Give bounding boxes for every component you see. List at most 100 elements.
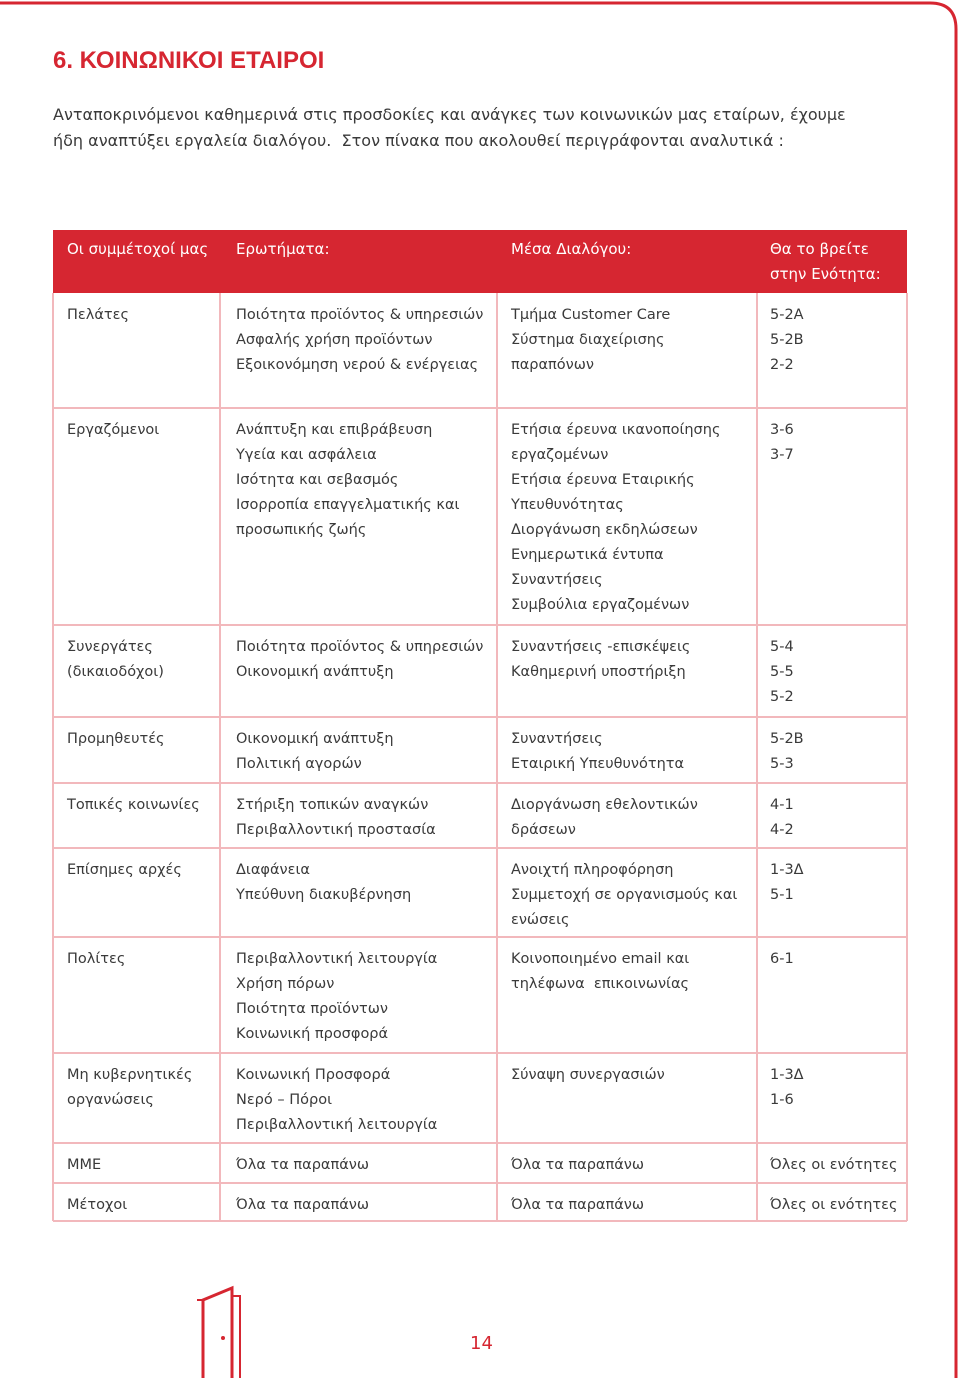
cell-text: Όλες οι ενότητες bbox=[770, 1157, 898, 1173]
cell-text: Νερό – Πόροι bbox=[236, 1092, 332, 1108]
cell-text: προσωπικής ζωής bbox=[236, 522, 367, 538]
row-line bbox=[53, 1142, 907, 1144]
cell-text: Καθημερινή υποστήριξη bbox=[511, 664, 686, 680]
row-line bbox=[53, 782, 907, 784]
cell-text: Συναντήσεις bbox=[511, 572, 603, 588]
cell-text: Υγεία και ασφάλεια bbox=[236, 447, 377, 463]
cell-text: Διαφάνεια bbox=[236, 862, 310, 878]
cell-text: Πολίτες bbox=[67, 951, 126, 967]
cell-text: Συναντήσεις -επισκέψεις bbox=[511, 639, 691, 655]
cell-text: Σύστημα διαχείρισης bbox=[511, 332, 665, 348]
cell-text: Χρήση πόρων bbox=[236, 976, 335, 992]
cell-text: Τοπικές κοινωνίες bbox=[67, 797, 200, 813]
header-cell: Ερωτήματα: bbox=[236, 240, 330, 258]
cell-text: Κοινωνική Προσφορά bbox=[236, 1067, 391, 1083]
cell-text: Ισορροπία επαγγελματικής και bbox=[236, 497, 460, 513]
row-line bbox=[53, 624, 907, 626]
cell-text: (δικαιοδόχοι) bbox=[67, 664, 164, 680]
cell-text: τηλέφωνα επικοινωνίας bbox=[511, 976, 690, 992]
cell-text: εργαζομένων bbox=[511, 447, 609, 463]
cell-text: Διοργάνωση εθελοντικών bbox=[511, 797, 698, 813]
row-line bbox=[53, 1052, 907, 1054]
intro: Ανταποκρινόμενοι καθημερινά στις προσδοκ… bbox=[53, 105, 846, 124]
cell-text: 4-2 bbox=[770, 822, 794, 838]
cell-text: Επίσημες αρχές bbox=[67, 862, 182, 878]
cell-text: Όλα τα παραπάνω bbox=[236, 1197, 370, 1213]
cell-text: Πελάτες bbox=[67, 307, 129, 323]
cell-text: Εργαζόμενοι bbox=[67, 422, 160, 438]
cell-text: Υπευθυνότητας bbox=[511, 497, 624, 513]
cell-text: Τμήμα Customer Care bbox=[511, 307, 671, 323]
cell-text: Πολιτική αγορών bbox=[236, 756, 362, 772]
cell-text: Ποιότητα προϊόντος & υπηρεσιών bbox=[236, 307, 484, 323]
cell-text: 5-2Β bbox=[770, 332, 804, 348]
cell-text: Ποιότητα προϊόντων bbox=[236, 1001, 389, 1017]
cell-text: Στήριξη τοπικών αναγκών bbox=[236, 797, 429, 813]
cell-text: ενώσεις bbox=[511, 912, 570, 928]
header-cell: Μέσα Διαλόγου: bbox=[511, 240, 632, 258]
cell-text: Οικονομική ανάπτυξη bbox=[236, 731, 394, 747]
col-line bbox=[906, 293, 908, 1221]
cell-text: 6-1 bbox=[770, 951, 794, 967]
col-line bbox=[756, 293, 758, 1221]
cell-text: 3-7 bbox=[770, 447, 794, 463]
cell-text: Μέτοχοι bbox=[67, 1197, 128, 1213]
row-line bbox=[53, 1220, 907, 1222]
title: 6. ΚΟΙΝΩΝΙΚΟΙ ΕΤΑΙΡΟΙ bbox=[53, 47, 325, 74]
cell-text: Όλα τα παραπάνω bbox=[511, 1197, 645, 1213]
cell-text: Όλα τα παραπάνω bbox=[236, 1157, 370, 1173]
cell-text: Ασφαλής χρήση προϊόντων bbox=[236, 332, 433, 348]
header-cell: Θα το βρείτε bbox=[770, 240, 869, 258]
cell-text: Συμβούλια εργαζομένων bbox=[511, 597, 690, 613]
cell-text: Προμηθευτές bbox=[67, 731, 165, 747]
cell-text: 5-1 bbox=[770, 887, 794, 903]
cell-text: 5-5 bbox=[770, 664, 794, 680]
cell-text: 1-3Δ bbox=[770, 1067, 804, 1083]
cell-text: 5-3 bbox=[770, 756, 794, 772]
cell-text: Ανάπτυξη και επιβράβευση bbox=[236, 422, 433, 438]
col-line bbox=[219, 293, 221, 1221]
cell-text: Κοινοποιημένο email και bbox=[511, 951, 690, 967]
cell-text: Περιβαλλοντική προστασία bbox=[236, 822, 436, 838]
cell-text: Ανοιχτή πληροφόρηση bbox=[511, 862, 674, 878]
cell-text: Συναντήσεις bbox=[511, 731, 603, 747]
cell-text: Οικονομική ανάπτυξη bbox=[236, 664, 394, 680]
cell-text: Όλα τα παραπάνω bbox=[511, 1157, 645, 1173]
cell-text: Διοργάνωση εκδηλώσεων bbox=[511, 522, 698, 538]
cell-text: Κοινωνική προσφορά bbox=[236, 1026, 389, 1042]
cell-text: 5-2Β bbox=[770, 731, 804, 747]
cell-text: Συμμετοχή σε οργανισμούς και bbox=[511, 887, 738, 903]
page-number: 14 bbox=[470, 1333, 493, 1354]
cell-text: 5-2Α bbox=[770, 307, 804, 323]
cell-text: Ενημερωτικά έντυπα bbox=[511, 547, 664, 563]
cell-text: δράσεων bbox=[511, 822, 576, 838]
cell-text: 1-3Δ bbox=[770, 862, 804, 878]
cell-text: Μη κυβερνητικές bbox=[67, 1067, 193, 1083]
cell-text: Ετήσια έρευνα Εταιρικής bbox=[511, 472, 695, 488]
row-line bbox=[53, 716, 907, 718]
cell-text: Υπεύθυνη διακυβέρνηση bbox=[236, 887, 412, 903]
cell-text: 2-2 bbox=[770, 357, 794, 373]
intro: ήδη αναπτύξει εργαλεία διαλόγου. Στον πί… bbox=[53, 131, 784, 150]
cell-text: Περιβαλλοντική λειτουργία bbox=[236, 1117, 438, 1133]
cell-text: 4-1 bbox=[770, 797, 794, 813]
cell-text: 1-6 bbox=[770, 1092, 794, 1108]
header-cell: Οι συμμέτοχοί μας bbox=[67, 240, 209, 258]
cell-text: 3-6 bbox=[770, 422, 794, 438]
cell-text: 5-4 bbox=[770, 639, 794, 655]
cell-text: Ετήσια έρευνα ικανοποίησης bbox=[511, 422, 721, 438]
cell-text: ΜΜΕ bbox=[67, 1157, 102, 1173]
col-line bbox=[52, 293, 54, 1221]
cell-text: παραπόνων bbox=[511, 357, 594, 373]
cell-text: Όλες οι ενότητες bbox=[770, 1197, 898, 1213]
row-line bbox=[53, 407, 907, 409]
col-line bbox=[496, 293, 498, 1221]
header-cell: στην Ενότητα: bbox=[770, 265, 881, 283]
cell-text: Εξοικονόμηση νερού & ενέργειας bbox=[236, 357, 479, 373]
cell-text: Σύναψη συνεργασιών bbox=[511, 1067, 665, 1083]
cell-text: Συνεργάτες bbox=[67, 639, 153, 655]
row-line bbox=[53, 847, 907, 849]
cell-text: Εταιρική Υπευθυνότητα bbox=[511, 756, 685, 772]
cell-text: οργανώσεις bbox=[67, 1092, 154, 1108]
